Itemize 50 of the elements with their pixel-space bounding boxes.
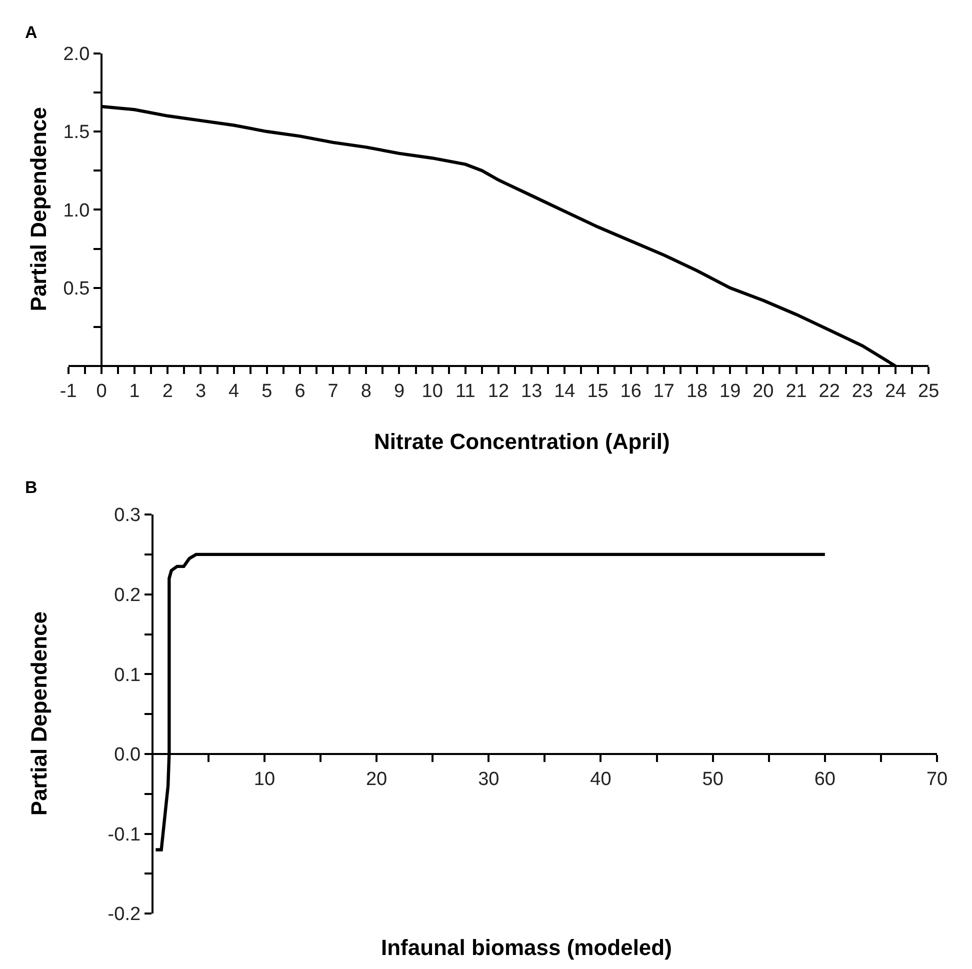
x-tick-label: 60 xyxy=(814,768,836,790)
x-tick-label: 13 xyxy=(521,380,542,402)
x-tick-label: 6 xyxy=(294,380,306,402)
chart-title: A xyxy=(25,23,38,42)
x-tick-label: 4 xyxy=(228,380,240,402)
y-tick-label: 1.0 xyxy=(63,200,90,222)
x-tick-label: 11 xyxy=(456,380,476,402)
x-axis-title: Infaunal biomass (modeled) xyxy=(381,935,672,960)
y-tick-label: 0.1 xyxy=(114,664,141,686)
x-tick-label: 12 xyxy=(488,380,510,402)
x-tick-label: 21 xyxy=(786,380,807,402)
x-tick-label: 14 xyxy=(554,380,576,402)
x-tick-label: 10 xyxy=(422,380,443,402)
y-tick-label: 1.5 xyxy=(63,122,90,144)
x-tick-label: 8 xyxy=(360,380,372,402)
x-tick-label: 18 xyxy=(686,380,708,402)
y-tick-label: 2.0 xyxy=(63,44,90,65)
x-tick-label: 1 xyxy=(129,380,140,402)
y-tick-label: -0.1 xyxy=(108,824,141,846)
chart-title: B xyxy=(25,478,38,497)
x-tick-label: 0 xyxy=(96,380,107,402)
x-tick-label: 23 xyxy=(852,380,873,402)
x-tick-label: 30 xyxy=(478,768,500,790)
x-tick-label: 5 xyxy=(262,380,272,402)
x-tick-label: 7 xyxy=(328,380,338,402)
x-tick-label: 70 xyxy=(926,768,948,790)
x-tick-label: 25 xyxy=(918,380,940,402)
x-tick-label: 20 xyxy=(366,768,388,790)
x-tick-label: 10 xyxy=(254,768,276,790)
x-tick-label: 15 xyxy=(587,380,608,402)
x-tick-label: -1 xyxy=(60,380,77,402)
x-tick-label: 24 xyxy=(884,380,907,402)
x-tick-label: 19 xyxy=(720,380,741,402)
y-tick-label: 0.0 xyxy=(114,744,141,766)
x-tick-label: 16 xyxy=(620,380,642,402)
y-axis-title: Partial Dependence xyxy=(26,611,52,816)
x-tick-label: 9 xyxy=(394,380,405,402)
x-tick-label: 22 xyxy=(818,380,840,402)
y-tick-label: -0.2 xyxy=(108,904,141,926)
x-tick-label: 50 xyxy=(702,768,724,790)
x-axis-title: Nitrate Concentration (April) xyxy=(374,429,670,454)
y-axis-title: Partial Dependence xyxy=(26,107,51,312)
x-tick-label: 3 xyxy=(195,380,206,402)
x-tick-label: 2 xyxy=(162,380,173,402)
x-tick-label: 20 xyxy=(752,380,774,402)
x-tick-label: 17 xyxy=(653,380,674,402)
y-tick-label: 0.2 xyxy=(114,585,141,606)
y-tick-label: 0.3 xyxy=(114,505,141,526)
y-tick-label: 0.5 xyxy=(63,278,90,300)
x-tick-label: 40 xyxy=(590,768,612,790)
